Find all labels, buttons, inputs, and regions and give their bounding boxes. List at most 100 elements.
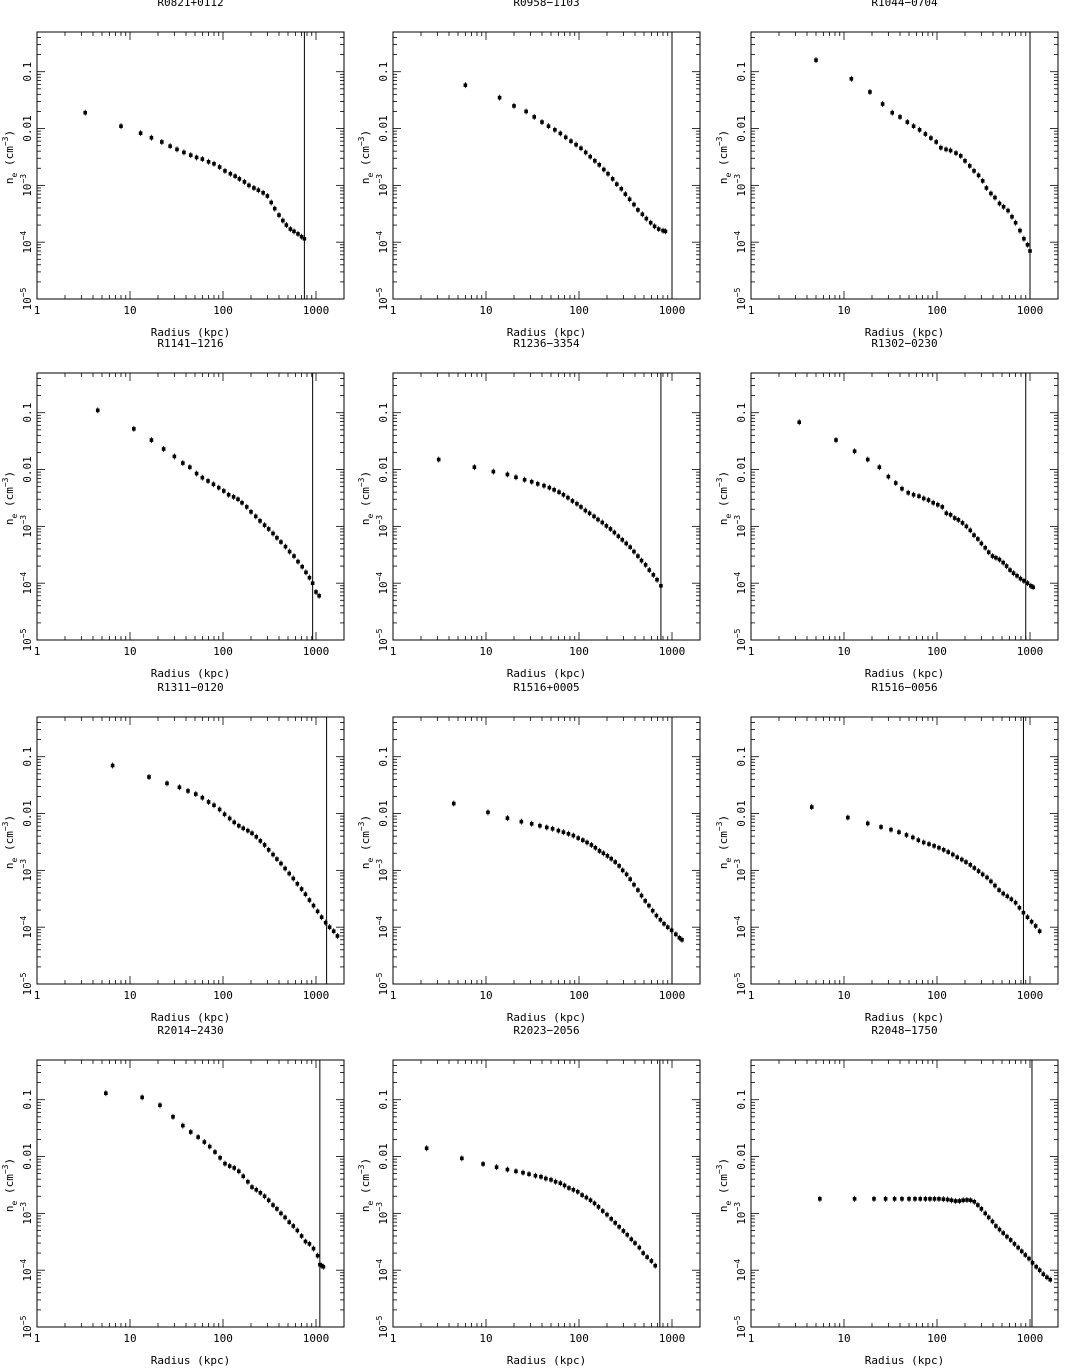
chart-title: R1236−3354 [513,337,580,350]
y-tick-label: 10−3 [19,515,34,538]
x-tick-label: 1000 [303,645,330,658]
x-tick-label: 100 [213,1332,233,1345]
x-tick-label: 10 [123,1332,136,1345]
x-tick-label: 100 [569,304,589,317]
y-tick-label: 10−4 [19,916,34,939]
x-tick-label: 100 [927,645,947,658]
y-tick-label: 10−4 [375,231,390,254]
chart-title: R0821+0112 [157,0,223,9]
y-axis-label: ne (cm−3) [715,130,733,184]
x-tick-label: 1000 [303,1332,330,1345]
x-axis-label: Radius (kpc) [865,326,944,339]
x-axis-label: Radius (kpc) [865,1354,944,1367]
plot-frame [36,372,345,641]
chart-panel: R1311−0120 1 10 100 1000 10−5 10−4 10−3 0.01 0.1 R… [1,681,345,1024]
x-tick-label: 1 [748,1332,755,1345]
chart-panel: R0821+0112 1 10 100 1000 10−5 10−4 10−3 0.01 0.1 R… [1,0,345,339]
y-tick-label: 10−3 [375,1202,390,1225]
y-tick-label: 10−4 [733,916,748,939]
y-tick-label: 0.01 [21,456,34,483]
x-tick-label: 1000 [659,645,686,658]
y-tick-label: 10−5 [733,972,748,995]
plot-frame [750,372,1059,641]
x-tick-label: 1 [34,989,41,1002]
chart-panel: R0958−1103 1 10 100 1000 10−5 10−4 10−3 0.01 0.1 R… [357,0,701,339]
chart-title: R2048−1750 [871,1024,937,1037]
y-axis-label: ne (cm−3) [1,815,19,869]
x-tick-label: 1 [390,304,397,317]
y-tick-label: 0.01 [21,800,34,827]
y-tick-label: 10−3 [19,174,34,197]
y-tick-label: 10−3 [733,515,748,538]
x-tick-label: 100 [569,645,589,658]
x-axis-label: Radius (kpc) [507,1011,586,1024]
chart-panel: R1044−0704 1 10 100 1000 10−5 10−4 10−3 0.01 0.1 R… [715,0,1059,339]
chart-panel: R1516+0005 1 10 100 1000 10−5 10−4 10−3 0.01 0.1 R… [357,681,701,1024]
plot-frame [750,1059,1059,1328]
x-tick-label: 1 [390,645,397,658]
y-tick-label: 10−5 [19,628,34,651]
chart-title: R1516−0056 [871,681,937,694]
y-tick-label: 0.01 [21,115,34,142]
plot-frame [36,31,345,300]
x-tick-label: 1000 [659,1332,686,1345]
y-tick-label: 10−5 [733,287,748,310]
y-tick-label: 0.1 [735,62,748,82]
y-axis-label: ne (cm−3) [357,1158,375,1212]
chart-title: R2014−2430 [157,1024,223,1037]
y-axis-label: ne (cm−3) [715,1158,733,1212]
chart-panel: R2048−1750 1 10 100 1000 10−5 10−4 10−3 0.01 0.1 R… [715,1024,1059,1367]
y-tick-label: 0.01 [735,800,748,827]
x-tick-label: 1 [390,1332,397,1345]
x-tick-label: 10 [479,304,492,317]
y-tick-label: 10−3 [375,515,390,538]
y-tick-label: 0.1 [735,1090,748,1110]
y-tick-label: 0.1 [21,62,34,82]
y-tick-label: 0.01 [735,1143,748,1170]
y-tick-label: 0.01 [735,456,748,483]
plot-frame [392,31,701,300]
plot-frame [392,1059,701,1328]
y-tick-label: 10−3 [733,859,748,882]
y-tick-label: 10−5 [733,628,748,651]
y-tick-label: 0.1 [21,403,34,423]
x-tick-label: 100 [213,304,233,317]
x-tick-label: 1000 [1017,645,1044,658]
chart-panel: R1236−3354 1 10 100 1000 10−5 10−4 10−3 0.01 0.1 R… [357,337,701,680]
chart-panel: R1302−0230 1 10 100 1000 10−5 10−4 10−3 0.01 0.1 R… [715,337,1059,680]
y-axis-label: ne (cm−3) [715,471,733,525]
x-tick-label: 10 [479,1332,492,1345]
y-tick-label: 10−4 [19,572,34,595]
x-tick-label: 1000 [659,989,686,1002]
chart-title: R1516+0005 [513,681,579,694]
chart-panel: R2023−2056 1 10 100 1000 10−5 10−4 10−3 0.01 0.1 R… [357,1024,701,1367]
y-tick-label: 10−4 [19,1259,34,1282]
x-tick-label: 1000 [303,304,330,317]
y-tick-label: 0.1 [377,403,390,423]
x-tick-label: 1 [34,304,41,317]
y-tick-label: 10−5 [375,972,390,995]
x-tick-label: 10 [479,989,492,1002]
x-tick-label: 100 [569,989,589,1002]
x-axis-label: Radius (kpc) [507,326,586,339]
y-axis-label: ne (cm−3) [715,815,733,869]
y-tick-label: 10−5 [733,1315,748,1338]
y-tick-label: 0.01 [21,1143,34,1170]
y-tick-label: 10−5 [19,287,34,310]
x-axis-label: Radius (kpc) [507,1354,586,1367]
x-tick-label: 1000 [303,989,330,1002]
y-axis-label: ne (cm−3) [357,130,375,184]
y-tick-label: 0.1 [377,1090,390,1110]
chart-title: R1311−0120 [157,681,223,694]
chart-panel: R2014−2430 1 10 100 1000 10−5 10−4 10−3 0.01 0.1 R… [1,1024,345,1367]
x-tick-label: 1 [34,645,41,658]
y-tick-label: 10−3 [19,859,34,882]
chart-title: R1044−0704 [871,0,938,9]
y-tick-label: 0.1 [735,747,748,767]
y-tick-label: 10−3 [375,859,390,882]
y-tick-label: 10−5 [19,972,34,995]
y-tick-label: 0.01 [377,115,390,142]
y-tick-label: 0.1 [377,747,390,767]
x-tick-label: 1000 [1017,989,1044,1002]
chart-panel: R1516−0056 1 10 100 1000 10−5 10−4 10−3 0.01 0.1 R… [715,681,1059,1024]
